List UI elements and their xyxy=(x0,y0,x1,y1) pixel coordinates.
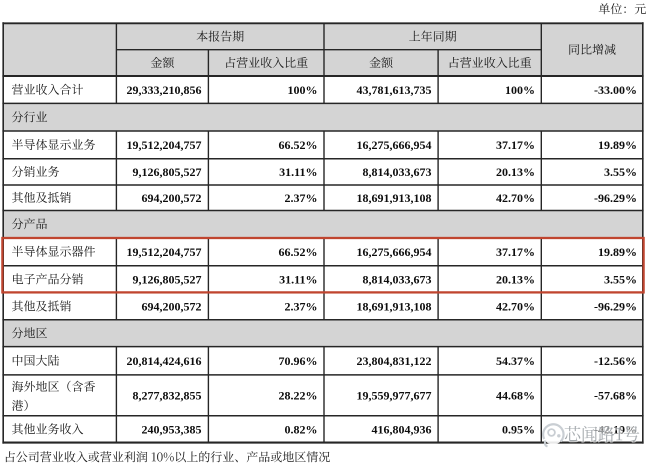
svg-text:16,275,666,954: 16,275,666,954 xyxy=(357,138,432,152)
svg-text:3.55%: 3.55% xyxy=(604,165,637,179)
svg-text:19.89%: 19.89% xyxy=(598,245,637,259)
svg-text:8,277,832,855: 8,277,832,855 xyxy=(133,389,202,403)
svg-text:18,691,913,108: 18,691,913,108 xyxy=(357,300,432,314)
svg-text:20.13%: 20.13% xyxy=(496,165,535,179)
svg-text:28.22%: 28.22% xyxy=(279,389,318,403)
svg-text:37.17%: 37.17% xyxy=(496,138,535,152)
svg-text:16,275,666,954: 16,275,666,954 xyxy=(357,245,432,259)
svg-text:66.52%: 66.52% xyxy=(279,138,318,152)
svg-text:54.37%: 54.37% xyxy=(496,354,535,368)
svg-text:44.68%: 44.68% xyxy=(496,389,535,403)
svg-text:3.55%: 3.55% xyxy=(604,272,637,286)
svg-text:23,804,831,122: 23,804,831,122 xyxy=(357,354,432,368)
svg-text:43,781,613,735: 43,781,613,735 xyxy=(357,83,432,97)
svg-text:694,200,572: 694,200,572 xyxy=(142,191,202,205)
svg-text:70.96%: 70.96% xyxy=(279,354,318,368)
svg-text:31.11%: 31.11% xyxy=(279,165,317,179)
svg-text:-33.00%: -33.00% xyxy=(594,83,637,97)
svg-text:19,512,204,757: 19,512,204,757 xyxy=(127,245,202,259)
svg-text:8,814,033,673: 8,814,033,673 xyxy=(363,165,432,179)
svg-text:19.89%: 19.89% xyxy=(598,138,637,152)
svg-text:66.52%: 66.52% xyxy=(279,245,318,259)
svg-text:9,126,805,527: 9,126,805,527 xyxy=(133,165,202,179)
svg-text:42.70%: 42.70% xyxy=(496,300,535,314)
svg-text:37.17%: 37.17% xyxy=(496,245,535,259)
svg-text:2.37%: 2.37% xyxy=(285,300,318,314)
svg-text:42.70%: 42.70% xyxy=(496,191,535,205)
svg-text:29,333,210,856: 29,333,210,856 xyxy=(127,83,202,97)
svg-text:-12.56%: -12.56% xyxy=(594,354,637,368)
svg-text:20,814,424,616: 20,814,424,616 xyxy=(127,354,202,368)
svg-text:100%: 100% xyxy=(505,83,535,97)
svg-text:416,804,936: 416,804,936 xyxy=(372,422,432,436)
svg-text:8,814,033,673: 8,814,033,673 xyxy=(363,272,432,286)
svg-text:-96.29%: -96.29% xyxy=(594,300,637,314)
svg-text:19,512,204,757: 19,512,204,757 xyxy=(127,138,202,152)
svg-text:31.11%: 31.11% xyxy=(279,272,317,286)
svg-text:100%: 100% xyxy=(288,83,318,97)
svg-text:18,691,913,108: 18,691,913,108 xyxy=(357,191,432,205)
svg-text:9,126,805,527: 9,126,805,527 xyxy=(133,272,202,286)
svg-text:20.13%: 20.13% xyxy=(496,272,535,286)
svg-text:0.82%: 0.82% xyxy=(285,422,318,436)
svg-text:2.37%: 2.37% xyxy=(285,191,318,205)
svg-text:0.95%: 0.95% xyxy=(502,422,535,436)
svg-text:-96.29%: -96.29% xyxy=(594,191,637,205)
svg-text:-57.68%: -57.68% xyxy=(594,389,637,403)
svg-text:19,559,977,677: 19,559,977,677 xyxy=(357,389,432,403)
svg-text:240,953,385: 240,953,385 xyxy=(142,422,202,436)
svg-text:694,200,572: 694,200,572 xyxy=(142,300,202,314)
